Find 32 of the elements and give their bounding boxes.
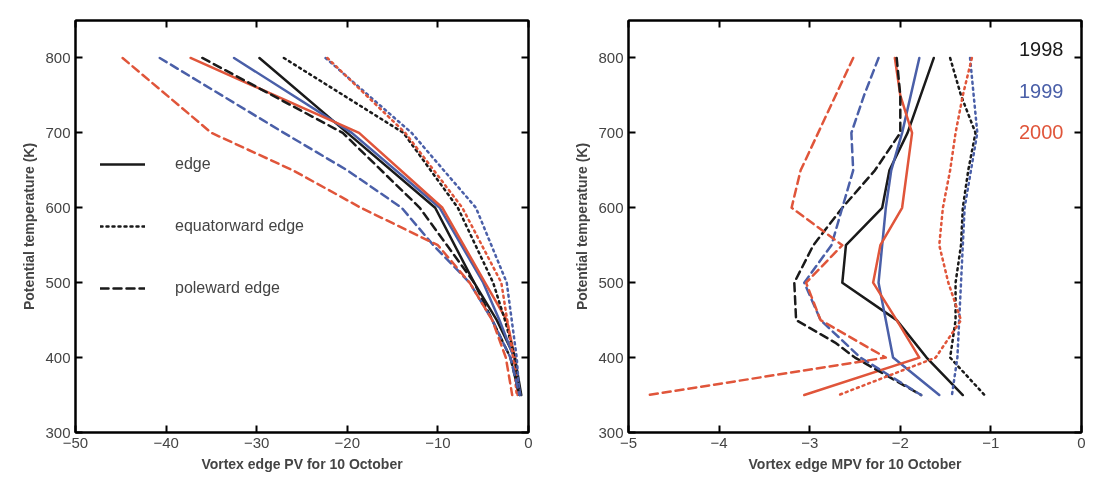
y-tick-label: 500 xyxy=(598,273,624,291)
text: 1998 xyxy=(1018,38,1064,61)
x-tick-label: −1 xyxy=(982,433,1000,451)
x-tick-label: −2 xyxy=(891,433,909,451)
y-tick-label: 300 xyxy=(45,423,71,441)
x-axis-title: Vortex edge MPV for 10 October xyxy=(748,455,962,472)
y-tick-label: 600 xyxy=(45,198,71,216)
y-tick-label: 700 xyxy=(598,123,624,141)
text: 2000 xyxy=(1018,120,1064,143)
y-tick-label: 500 xyxy=(45,273,71,291)
y-tick-label: 700 xyxy=(45,123,71,141)
y-tick-label: 300 xyxy=(598,423,624,441)
legend-label: edge xyxy=(175,155,211,173)
y-tick-label: 400 xyxy=(598,348,624,366)
x-tick-label: −20 xyxy=(334,433,361,451)
x-tick-label: −10 xyxy=(425,433,451,451)
x-tick-label: −4 xyxy=(710,433,728,451)
x-tick-label: −3 xyxy=(801,433,819,451)
legend-label: poleward edge xyxy=(175,279,280,297)
y-tick-label: 400 xyxy=(45,348,71,366)
y-tick-label: 800 xyxy=(598,48,624,66)
y-tick-label: 800 xyxy=(45,48,71,66)
y-axis-title: Potential temperature (K) xyxy=(574,142,591,311)
y-axis-title: Potential temperature (K) xyxy=(21,142,38,311)
text: 1999 xyxy=(1018,79,1064,102)
x-axis-title: Vortex edge PV for 10 October xyxy=(201,455,404,472)
x-tick-label: −40 xyxy=(153,433,179,451)
y-tick-label: 600 xyxy=(598,198,624,216)
x-tick-label: 0 xyxy=(524,433,533,451)
legend-label: equatorward edge xyxy=(175,217,304,235)
x-tick-label: −30 xyxy=(243,433,270,451)
x-tick-label: 0 xyxy=(1077,433,1086,451)
